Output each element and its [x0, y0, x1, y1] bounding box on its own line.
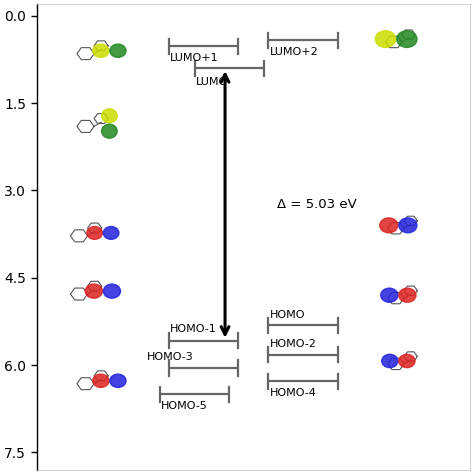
- Ellipse shape: [101, 124, 117, 138]
- Ellipse shape: [103, 284, 120, 298]
- Ellipse shape: [381, 288, 398, 302]
- Text: HOMO-5: HOMO-5: [161, 401, 208, 411]
- Text: LUMO+1: LUMO+1: [170, 53, 219, 64]
- Ellipse shape: [103, 227, 119, 239]
- Ellipse shape: [399, 218, 417, 233]
- Text: HOMO-4: HOMO-4: [270, 388, 317, 398]
- Ellipse shape: [375, 31, 396, 47]
- Ellipse shape: [110, 374, 126, 387]
- Ellipse shape: [93, 374, 109, 387]
- Text: HOMO-2: HOMO-2: [270, 339, 317, 349]
- Ellipse shape: [87, 227, 102, 239]
- Text: HOMO-1: HOMO-1: [170, 324, 217, 334]
- Ellipse shape: [93, 44, 109, 57]
- Ellipse shape: [382, 355, 398, 368]
- Text: HOMO-3: HOMO-3: [147, 353, 194, 363]
- Ellipse shape: [399, 288, 416, 302]
- Ellipse shape: [85, 284, 102, 298]
- Ellipse shape: [101, 109, 117, 123]
- Ellipse shape: [110, 44, 126, 57]
- Ellipse shape: [399, 355, 415, 368]
- Text: Δ = 5.03 eV: Δ = 5.03 eV: [277, 198, 357, 211]
- Text: LUMO: LUMO: [196, 77, 228, 87]
- Text: LUMO+2: LUMO+2: [270, 47, 319, 57]
- Ellipse shape: [380, 218, 398, 233]
- Ellipse shape: [397, 31, 417, 47]
- Text: HOMO: HOMO: [270, 310, 305, 320]
